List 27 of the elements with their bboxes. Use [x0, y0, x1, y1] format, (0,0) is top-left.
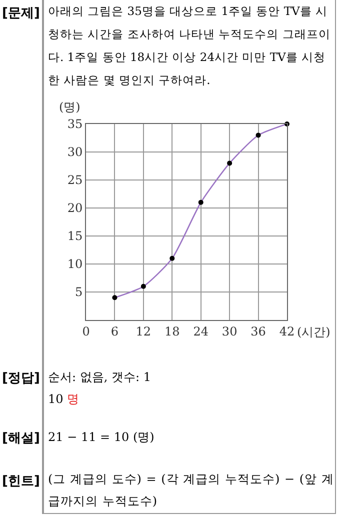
x-tick-label: 0: [82, 324, 90, 338]
x-tick-label: 24: [193, 324, 209, 338]
text: 순서: 없음, 갯수: 1: [47, 369, 152, 386]
y-tick-label: 5: [74, 285, 83, 300]
y-tick-label: 15: [67, 229, 83, 244]
text: [해설]: [2, 430, 40, 447]
text: [정답]: [2, 370, 40, 387]
y-axis-title: (명): [59, 100, 80, 114]
chart-title: 아래의 그림은 35명을 대상으로 1주일 동안 TV를 시청하는 시간을 조사하여 나타낸 누적도수의 그래프이다. 1주일 동안 18시간 이상 24시간 미만 TV를 시청한 사람은 몇 명인지 구하여라.: [47, 3, 332, 89]
x-tick-label: 12: [136, 324, 152, 338]
text: 명: [67, 392, 80, 406]
y-tick-label: 30: [67, 145, 83, 160]
y-tick-label: 35: [67, 117, 83, 132]
x-axis-title: (시간): [297, 325, 330, 339]
text: 10: [48, 392, 64, 406]
y-tick-label: 10: [67, 257, 83, 272]
text: 21 − 11 = 10 (명): [47, 429, 156, 446]
text: (그 계급의 도수) = (각 계급의 누적도수) − (앞 계급까지의 누적도수): [47, 471, 334, 510]
x-tick-label: 36: [250, 324, 266, 338]
x-tick-label: 30: [222, 324, 238, 338]
text: [문제]: [2, 5, 40, 22]
text: [힌트]: [2, 473, 40, 490]
x-tick-label: 6: [110, 324, 119, 338]
x-tick-label: 18: [164, 324, 180, 338]
x-tick-label: 42: [279, 324, 295, 338]
y-tick-label: 25: [67, 173, 83, 188]
y-tick-label: 20: [67, 201, 83, 216]
